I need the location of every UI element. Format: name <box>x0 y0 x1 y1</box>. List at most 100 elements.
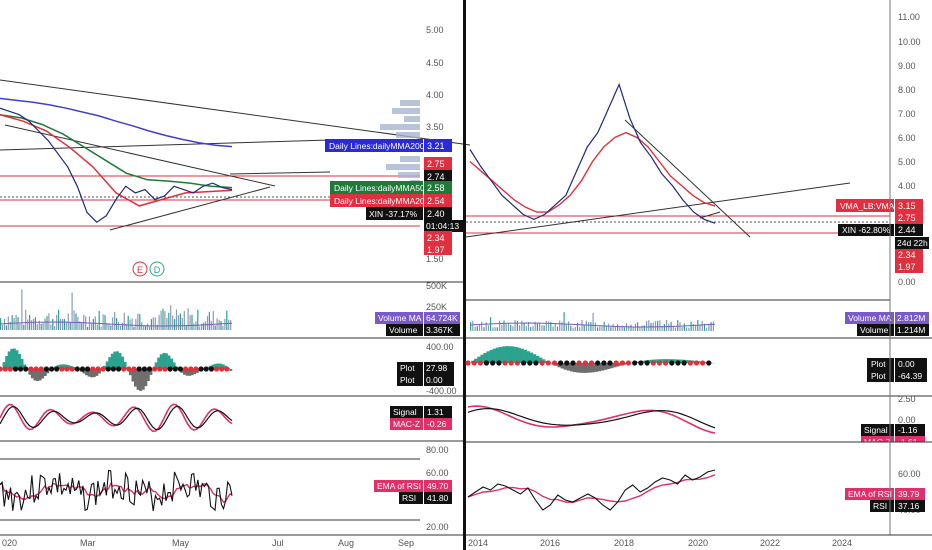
volume-bar <box>507 323 510 331</box>
oscillator-bar <box>90 369 94 378</box>
svg-text:37.16: 37.16 <box>898 501 920 511</box>
volume-bar <box>162 308 164 330</box>
left-level-274-label: 2.74 <box>424 170 452 183</box>
volume-bar <box>193 323 195 330</box>
signal-dot <box>43 366 50 372</box>
oscillator-bar <box>95 369 99 376</box>
svg-text:0.00: 0.00 <box>898 359 915 369</box>
volume-bar <box>121 322 123 330</box>
svg-text:XIN -37.17%: XIN -37.17% <box>369 209 418 219</box>
svg-text:1.97: 1.97 <box>898 262 916 272</box>
svg-text:41.80: 41.80 <box>427 493 449 503</box>
svg-text:4.00: 4.00 <box>898 181 916 191</box>
volume-ma-line <box>0 321 233 327</box>
oscillator-bar <box>110 353 114 369</box>
oscillator-bar <box>585 363 589 373</box>
right-macz-label: MAC-Z -1.61 <box>861 436 925 442</box>
oscillator-bar <box>563 363 568 370</box>
right-volume-label: Volume 1.214M <box>857 324 929 336</box>
signal-dot <box>95 366 101 372</box>
signal-dot <box>601 360 607 366</box>
volume-bar <box>90 323 93 330</box>
volume-bar <box>610 327 612 331</box>
volume-bar <box>597 327 599 331</box>
volume-bar <box>204 321 207 330</box>
signal-dot <box>514 360 521 366</box>
volume-bar <box>21 289 23 330</box>
oscillator-bar <box>2 362 6 369</box>
volume-bar <box>206 316 209 330</box>
signal-dot <box>564 360 570 366</box>
volume-bar <box>81 323 83 330</box>
oscillator-bar <box>594 363 598 372</box>
volume-bar <box>158 315 160 330</box>
right-level-197-label: 1.97 <box>895 261 923 273</box>
signal-dot <box>69 366 75 372</box>
oscillator-bar <box>606 363 611 369</box>
oscillator-bar <box>149 369 153 375</box>
svg-text:3.21: 3.21 <box>427 141 445 151</box>
right-chart-pane[interactable]: 11.00 10.00 9.00 8.00 7.00 6.00 5.00 4.0… <box>465 0 932 548</box>
volume-bar <box>583 325 585 331</box>
svg-text:1.50: 1.50 <box>426 254 444 264</box>
right-price-axis[interactable]: 11.00 10.00 9.00 8.00 7.00 6.00 5.00 4.0… <box>898 12 921 287</box>
signal-dot <box>570 360 576 366</box>
volume-bar <box>472 320 474 331</box>
signal-dot <box>28 366 34 372</box>
left-time-axis[interactable]: 020 Mar May Jul Aug Sep <box>2 538 414 548</box>
volume-bar <box>5 325 7 330</box>
svg-text:2.34: 2.34 <box>898 250 916 260</box>
left-signal-line <box>0 405 233 431</box>
signal-dot <box>582 360 588 366</box>
dividend-badge[interactable]: D <box>149 261 165 277</box>
signal-dot <box>700 360 706 366</box>
oscillator-bar <box>603 363 608 370</box>
signal-dot <box>49 366 55 372</box>
svg-text:0.00: 0.00 <box>898 277 916 287</box>
volume-bar <box>474 327 476 331</box>
signal-dot <box>167 366 173 372</box>
left-countdown-label: 01:04:13 <box>424 220 464 232</box>
volume-bar <box>605 325 608 331</box>
volume-bar <box>112 317 114 330</box>
right-volume-ma-label: Volume MA 2.812M <box>845 312 929 324</box>
right-macd-axis: 2.50 0.00 <box>898 394 916 425</box>
earnings-badge[interactable]: E <box>132 261 148 277</box>
svg-text:1.97: 1.97 <box>427 245 445 255</box>
oscillator-bar <box>489 349 493 363</box>
svg-text:20.00: 20.00 <box>426 522 449 532</box>
left-chart-pane[interactable]: E D 5.00 4.50 4.00 3.50 1.50 Daily Lines… <box>0 25 471 548</box>
signal-dot <box>121 366 127 372</box>
pane-divider[interactable] <box>463 0 466 550</box>
signal-dot <box>687 360 693 366</box>
oscillator-bar <box>229 369 233 371</box>
svg-text:2.812M: 2.812M <box>897 313 925 323</box>
volume-bar <box>73 310 75 330</box>
signal-dot <box>521 360 527 366</box>
right-level-lines <box>466 215 890 234</box>
oscillator-bar <box>167 355 171 369</box>
svg-text:Mar: Mar <box>80 538 96 548</box>
oscillator-bar <box>486 351 490 363</box>
volume-bar <box>228 319 230 330</box>
signal-dot <box>576 360 582 366</box>
signal-dot <box>100 366 106 372</box>
signal-dot <box>79 366 86 372</box>
svg-text:7.00: 7.00 <box>898 109 916 119</box>
volume-bar <box>510 324 512 331</box>
volume-bar <box>559 320 561 331</box>
oscillator-bar <box>560 363 564 369</box>
volume-bar <box>581 320 583 331</box>
oscillator-bar <box>162 353 166 369</box>
volume-bar <box>683 323 685 331</box>
volume-bar <box>703 323 706 331</box>
right-time-axis[interactable]: 2014 2016 2018 2020 2022 2024 <box>468 538 852 548</box>
left-oscillator <box>0 348 233 391</box>
volume-bar <box>525 326 527 331</box>
oscillator-bar <box>610 363 614 369</box>
volume-bar <box>75 313 77 330</box>
left-price-axis[interactable]: 5.00 4.50 4.00 3.50 1.50 <box>426 25 444 264</box>
volume-bar <box>63 318 65 330</box>
oscillator-bar <box>514 347 518 363</box>
svg-text:-0.26: -0.26 <box>427 419 447 429</box>
